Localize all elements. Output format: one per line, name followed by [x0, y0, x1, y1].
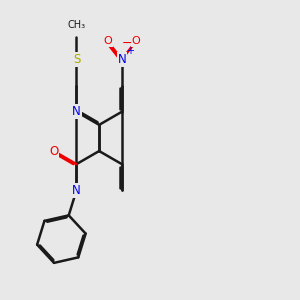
Text: +: +: [126, 46, 134, 56]
Text: O: O: [49, 145, 58, 158]
Text: N: N: [72, 105, 81, 118]
Text: N: N: [118, 53, 126, 66]
Text: O: O: [103, 36, 112, 46]
Text: −: −: [122, 37, 132, 50]
Text: O: O: [132, 36, 141, 46]
Text: S: S: [73, 53, 80, 66]
Text: CH₃: CH₃: [68, 20, 85, 30]
Text: N: N: [72, 184, 81, 197]
